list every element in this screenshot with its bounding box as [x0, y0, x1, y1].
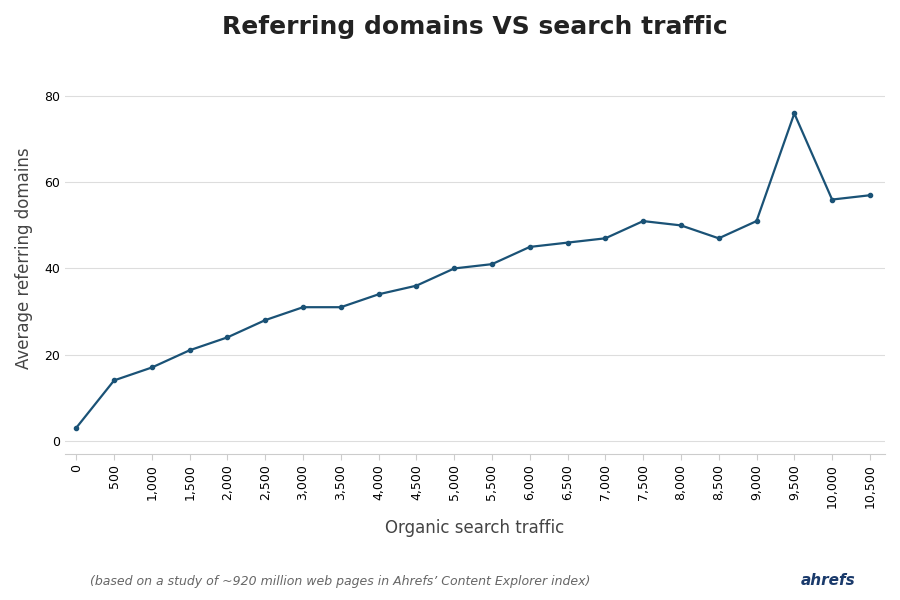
Y-axis label: Average referring domains: Average referring domains	[15, 147, 33, 368]
Title: Referring domains VS search traffic: Referring domains VS search traffic	[222, 15, 728, 39]
Text: (based on a study of ~920 million web pages in Ahrefs’ Content Explorer index): (based on a study of ~920 million web pa…	[90, 575, 590, 588]
X-axis label: Organic search traffic: Organic search traffic	[385, 519, 564, 537]
Text: ahrefs: ahrefs	[800, 573, 855, 588]
